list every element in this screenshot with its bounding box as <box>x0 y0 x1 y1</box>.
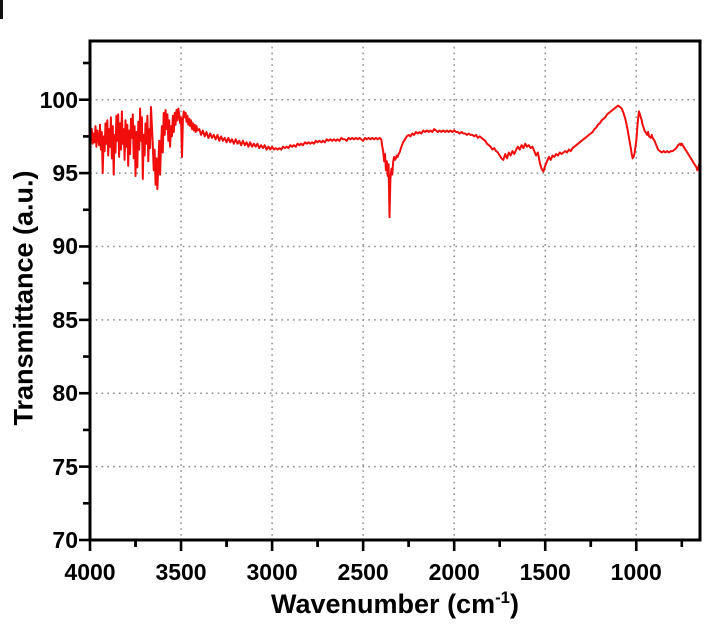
x-tick-label: 2500 <box>337 559 389 585</box>
x-tick-label: 4000 <box>64 559 116 585</box>
tick-marks <box>79 61 684 551</box>
y-tick-label: 95 <box>52 160 78 187</box>
spectrum-trace <box>89 104 701 219</box>
x-axis-title: Wavenumber (cm-1) <box>271 588 519 620</box>
plot-frame <box>88 39 702 542</box>
x-tick-label: 1500 <box>519 559 571 585</box>
y-tick-label: 80 <box>52 380 78 407</box>
x-tick-label: 3000 <box>246 559 298 585</box>
crop-artifact-line <box>0 0 3 19</box>
x-tick-label: 3500 <box>155 559 207 585</box>
x-tick-label: 1000 <box>610 559 662 585</box>
x-axis-title-close-paren: ) <box>509 589 519 619</box>
x-tick-label: 2000 <box>428 559 480 585</box>
y-tick-label: 75 <box>52 453 78 480</box>
y-tick-label: 70 <box>52 527 78 553</box>
y-tick-label: 100 <box>39 86 78 113</box>
x-axis-title-superscript: -1 <box>495 588 510 607</box>
y-tick-label: 90 <box>52 233 78 260</box>
y-tick-label: 85 <box>52 306 78 333</box>
x-axis-title-text: Wavenumber (cm <box>271 589 496 619</box>
grid-layer <box>90 41 700 540</box>
